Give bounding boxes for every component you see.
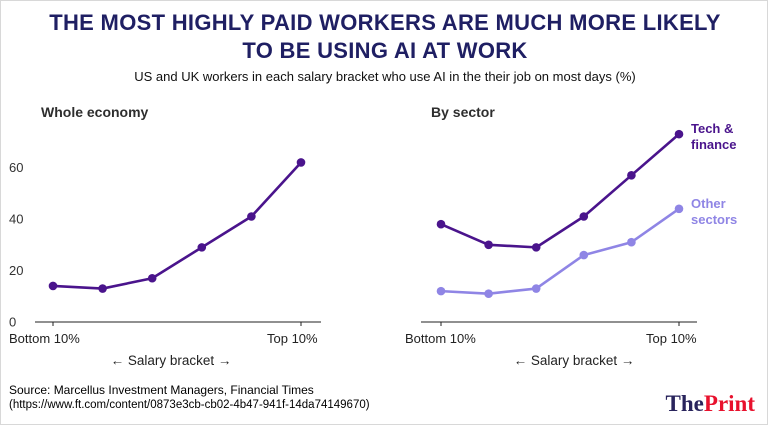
x-axis-caption-left-chart: ← Salary bracket → bbox=[110, 353, 232, 368]
panel-title-whole-economy: Whole economy bbox=[41, 104, 149, 120]
panel-title-by-sector: By sector bbox=[431, 104, 495, 120]
svg-text:finance: finance bbox=[691, 137, 737, 152]
x-tick-label-top10-left-chart: Top 10% bbox=[267, 331, 318, 346]
svg-text:20: 20 bbox=[9, 263, 23, 278]
page-title: THE MOST HIGHLY PAID WORKERS ARE MUCH MO… bbox=[1, 9, 767, 65]
source-url: (https://www.ft.com/content/0873e3cb-cb0… bbox=[9, 399, 370, 411]
x-axis-caption-right-chart: ← Salary bracket → bbox=[513, 353, 635, 368]
theprint-logo-the: The bbox=[665, 391, 704, 416]
whole-economy-line-chart: 0 20 40 60 bbox=[9, 158, 321, 330]
page-title-line1: THE MOST HIGHLY PAID WORKERS ARE MUCH MO… bbox=[49, 10, 721, 35]
svg-text:0: 0 bbox=[9, 315, 16, 330]
page-subtitle: US and UK workers in each salary bracket… bbox=[134, 69, 636, 84]
theprint-logo-print: Print bbox=[703, 391, 755, 416]
x-tick-label-top10-right-chart: Top 10% bbox=[646, 331, 697, 346]
svg-text:Other: Other bbox=[691, 196, 726, 211]
svg-text:sectors: sectors bbox=[691, 212, 737, 227]
svg-text:60: 60 bbox=[9, 160, 23, 175]
x-tick-label-bottom10-right-chart: Bottom 10% bbox=[405, 331, 476, 346]
svg-text:Tech &: Tech & bbox=[691, 121, 733, 136]
theprint-logo: ThePrint bbox=[666, 391, 755, 417]
page-title-line2: TO BE USING AI AT WORK bbox=[242, 38, 528, 63]
x-tick-label-bottom10-left-chart: Bottom 10% bbox=[9, 331, 80, 346]
source-text: Source: Marcellus Investment Managers, F… bbox=[9, 383, 314, 397]
svg-text:40: 40 bbox=[9, 212, 23, 227]
